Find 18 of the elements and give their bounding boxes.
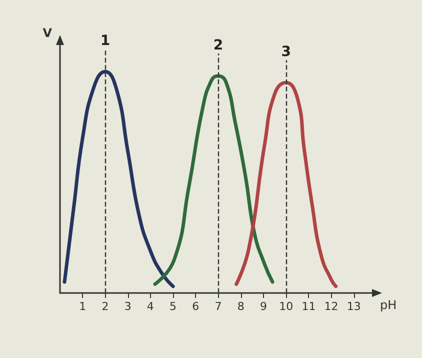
x-tick-label: 12 (324, 300, 338, 313)
x-tick-label: 13 (346, 300, 361, 313)
x-tick-label: 5 (170, 300, 177, 313)
x-tick-label: 9 (260, 300, 267, 313)
x-tick-label: 7 (214, 300, 222, 313)
series-label: 2 (213, 38, 224, 54)
x-axis-title: pH (380, 298, 397, 312)
x-tick-label: 1 (79, 300, 86, 313)
x-tick-label: 4 (146, 300, 154, 313)
x-tick-label: 11 (302, 300, 316, 313)
series-label: 3 (281, 44, 291, 60)
x-tick-label: 6 (192, 300, 200, 313)
x-tick-label: 8 (237, 300, 244, 313)
y-axis-title: V (42, 26, 53, 40)
x-tick-label: 10 (279, 300, 294, 313)
series-label: 1 (100, 33, 110, 50)
x-tick-label: 3 (124, 300, 132, 313)
x-tick-label: 2 (102, 300, 109, 313)
